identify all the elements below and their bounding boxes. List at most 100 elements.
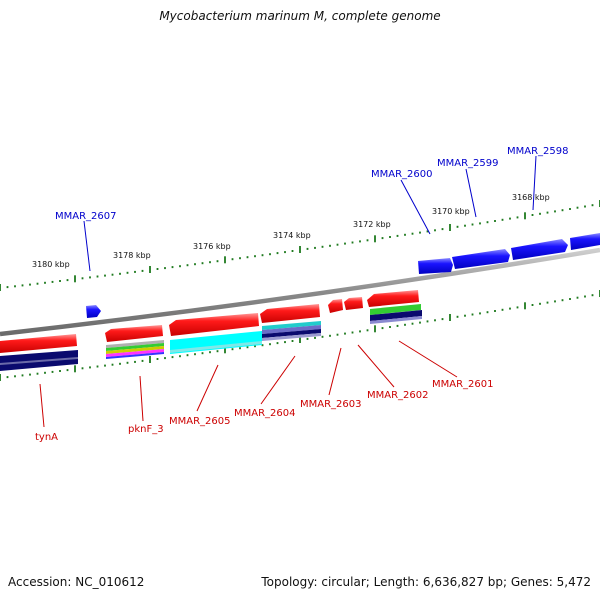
major-tick: [299, 246, 301, 253]
major-tick: [374, 325, 376, 333]
gene-label[interactable]: MMAR_2598: [507, 146, 569, 157]
minor-tick: [254, 255, 256, 258]
minor-tick: [126, 361, 129, 364]
scale-label: 3180 kbp: [32, 260, 70, 269]
minor-tick: [284, 251, 286, 254]
gene-arrow-tyna[interactable]: [0, 334, 77, 353]
minor-tick: [456, 225, 459, 228]
minor-tick: [344, 242, 346, 245]
minor-tick: [216, 350, 219, 353]
minor-tick: [441, 228, 444, 231]
minor-tick: [111, 363, 114, 366]
minor-tick: [419, 321, 421, 324]
minor-tick: [194, 263, 196, 266]
minor-tick: [344, 332, 346, 335]
minor-tick: [246, 346, 249, 349]
minor-tick: [426, 230, 429, 233]
lower-scale-ticks: [0, 290, 600, 381]
major-tick: [224, 346, 226, 354]
minor-tick: [321, 335, 324, 338]
minor-tick: [359, 330, 361, 333]
annotation-track: [370, 304, 421, 315]
minor-tick: [6, 376, 9, 379]
gene-arrow-mmar-2602[interactable]: [367, 290, 419, 307]
gene-label[interactable]: MMAR_2602: [367, 390, 429, 401]
genome-summary: Topology: circular; Length: 6,636,827 bp…: [261, 575, 591, 589]
major-tick: [449, 314, 451, 321]
minor-tick: [546, 211, 549, 214]
gene-arrow-mmar-2604[interactable]: [260, 304, 320, 323]
minor-tick: [329, 244, 331, 247]
major-tick: [299, 336, 301, 343]
gene-label[interactable]: tynA: [35, 432, 58, 443]
leader-line: [139, 375, 144, 422]
scale-label: 3178 kbp: [113, 251, 151, 260]
gene-arrow-pknf-3[interactable]: [105, 325, 163, 342]
gene-label[interactable]: pknF_3: [128, 424, 164, 435]
minor-tick: [186, 264, 189, 267]
minor-tick: [419, 231, 421, 234]
gene-label[interactable]: MMAR_2603: [300, 399, 362, 410]
major-tick: [449, 224, 451, 231]
annotation-track: [106, 346, 164, 354]
annotation-track: [106, 352, 164, 359]
minor-tick: [314, 246, 316, 249]
annotation-track: [262, 321, 321, 330]
leader-line: [328, 347, 342, 396]
minor-tick: [396, 324, 399, 327]
minor-tick: [351, 331, 354, 334]
minor-tick: [44, 281, 46, 284]
minor-tick: [569, 208, 571, 210]
minor-tick: [36, 372, 39, 375]
minor-tick: [494, 220, 496, 222]
annotation-track: [0, 357, 78, 365]
gene-arrow-mmar-2605[interactable]: [169, 313, 259, 336]
minor-tick: [539, 212, 541, 215]
minor-tick: [254, 345, 256, 348]
gene-arrow-mmar-2598[interactable]: [511, 239, 568, 260]
minor-tick: [554, 300, 556, 303]
minor-tick: [6, 286, 9, 289]
minor-tick: [246, 256, 249, 259]
major-tick: [74, 365, 76, 373]
minor-tick: [104, 274, 106, 277]
minor-tick: [216, 260, 219, 263]
minor-tick: [66, 279, 69, 282]
minor-tick: [171, 356, 174, 359]
minor-tick: [404, 233, 406, 236]
gene-label[interactable]: MMAR_2599: [437, 158, 499, 169]
gene-arrow-mmar-2597[interactable]: [570, 233, 600, 250]
minor-tick: [584, 205, 586, 208]
minor-tick: [66, 369, 69, 372]
major-tick: [374, 235, 376, 243]
gene-label[interactable]: MMAR_2605: [169, 416, 231, 427]
annotation-track: [262, 329, 321, 338]
minor-tick: [554, 210, 556, 213]
minor-tick: [29, 283, 31, 286]
gene-arrow-mmar-2600[interactable]: [418, 258, 453, 274]
gene-arrow-mmar-2607[interactable]: [86, 305, 101, 318]
minor-tick: [164, 267, 166, 270]
minor-tick: [516, 216, 519, 219]
gene-label[interactable]: MMAR_2604: [234, 408, 296, 419]
minor-tick: [119, 362, 121, 365]
minor-tick: [51, 370, 54, 373]
gene-label[interactable]: MMAR_2600: [371, 169, 433, 180]
minor-tick: [561, 209, 564, 212]
minor-tick: [14, 375, 16, 378]
minor-tick: [411, 232, 414, 235]
gene-label[interactable]: MMAR_2601: [432, 379, 494, 390]
minor-tick: [111, 273, 114, 276]
minor-tick: [164, 357, 166, 360]
annotation-track: [106, 340, 164, 348]
gene-arrow-mmar-2603b[interactable]: [344, 297, 363, 310]
minor-tick: [546, 301, 549, 304]
gene-arrow-mmar-2603[interactable]: [328, 299, 343, 313]
major-tick: [74, 275, 76, 283]
minor-tick: [179, 265, 181, 268]
gene-label[interactable]: MMAR_2607: [55, 211, 117, 222]
minor-tick: [561, 299, 564, 302]
gene-arrow-mmar-2599[interactable]: [452, 249, 510, 269]
minor-tick: [509, 217, 511, 220]
minor-tick: [261, 254, 264, 257]
